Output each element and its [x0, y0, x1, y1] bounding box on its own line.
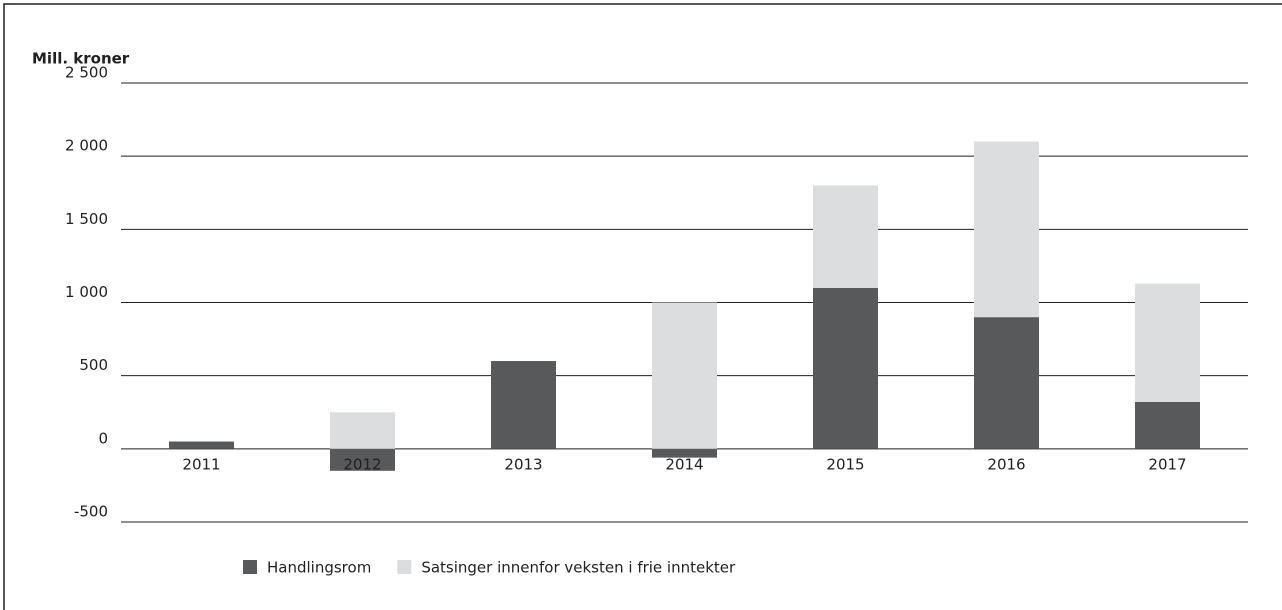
x-tick-label: 2011	[182, 455, 220, 473]
x-tick-label: 2017	[1148, 455, 1186, 473]
x-tick-label: 2016	[987, 455, 1025, 473]
bar	[652, 448, 717, 458]
bar	[813, 185, 878, 288]
bar	[330, 448, 395, 471]
bar	[974, 141, 1039, 318]
x-tick-label: 2013	[504, 455, 542, 473]
bar	[974, 317, 1039, 449]
y-tick-label: 2 000	[65, 137, 108, 155]
bar	[330, 412, 395, 449]
bar	[491, 361, 556, 449]
frame	[3, 3, 1282, 610]
x-tick-label: 2012	[343, 455, 381, 473]
legend-swatch	[397, 560, 412, 574]
legend-label: Satsinger innenfor veksten i frie inntek…	[421, 559, 736, 577]
bar	[1135, 283, 1200, 403]
y-axis-label: Mill. kroner	[32, 50, 130, 68]
legend-swatch	[243, 560, 257, 574]
y-tick-label: -500	[74, 503, 108, 521]
y-tick-label: 500	[79, 356, 108, 374]
bar	[813, 287, 878, 449]
y-tick-label: 2 500	[65, 64, 108, 82]
legend-label: Handlingsrom	[267, 559, 371, 577]
y-tick-label: 1 500	[65, 210, 108, 228]
bar	[1135, 402, 1200, 449]
bar	[169, 441, 234, 449]
y-tick-label: 1 000	[65, 283, 108, 301]
bar	[652, 302, 717, 449]
x-tick-label: 2015	[826, 455, 864, 473]
y-tick-label: 0	[98, 429, 108, 447]
x-tick-label: 2014	[665, 455, 703, 473]
